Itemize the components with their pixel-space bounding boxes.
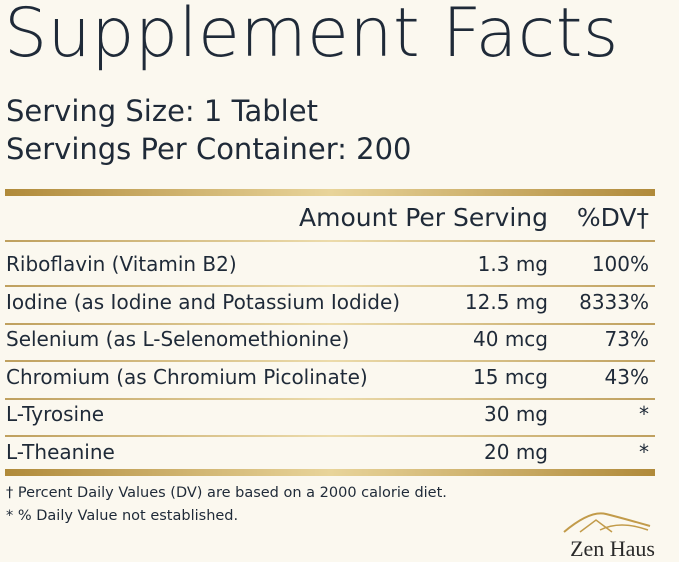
nutrient-name: Iodine (as Iodine and Potassium Iodide): [6, 289, 401, 314]
nutrient-name: Selenium (as L-Selenomethionine): [6, 327, 350, 352]
row-divider: [5, 435, 655, 438]
amount: 12.5 mg: [464, 289, 548, 314]
amount: 30 mg: [484, 402, 548, 427]
row-divider: [5, 322, 655, 325]
serving-size: Serving Size: 1 Tablet: [6, 94, 318, 128]
amount: 1.3 mg: [477, 252, 548, 276]
daily-value: 43%: [604, 364, 649, 389]
daily-value: 8333%: [579, 289, 649, 314]
nutrient-name: Riboflavin (Vitamin B2): [6, 252, 237, 276]
daily-value: 73%: [604, 327, 649, 352]
row-divider: [5, 240, 655, 242]
row-divider: [5, 397, 655, 400]
row-divider: [5, 360, 655, 363]
divider: [5, 469, 655, 476]
nutrient-name: L-Theanine: [6, 440, 115, 464]
amount: 15 mcg: [473, 364, 548, 389]
amount: 40 mcg: [473, 327, 548, 352]
column-header: Amount Per Serving: [299, 203, 548, 232]
footnote: * % Daily Value not established.: [6, 508, 239, 524]
daily-value: *: [639, 440, 649, 464]
servings-per-container: Servings Per Container: 200: [6, 132, 412, 166]
divider: [5, 189, 655, 196]
daily-value: 100%: [591, 252, 649, 276]
amount: 20 mg: [484, 440, 548, 464]
row-divider: [5, 285, 655, 287]
brand: Zen Haus: [570, 536, 655, 561]
logo-icon: [563, 512, 651, 533]
title: Supplement Facts: [4, 0, 619, 73]
daily-value: *: [639, 402, 649, 427]
nutrient-name: L-Tyrosine: [6, 402, 105, 427]
column-header: %DV†: [576, 203, 649, 232]
footnote: † Percent Daily Values (DV) are based on…: [6, 485, 447, 501]
nutrient-name: Chromium (as Chromium Picolinate): [6, 364, 368, 389]
